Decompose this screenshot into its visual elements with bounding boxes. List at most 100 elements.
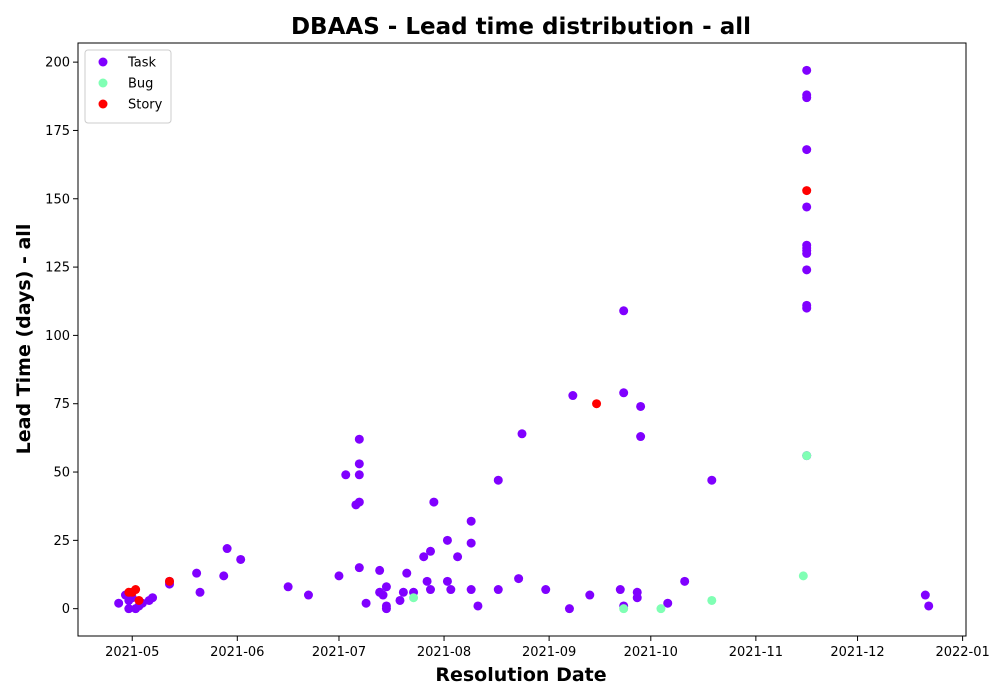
bug-point [707, 595, 717, 605]
task-point [429, 497, 439, 507]
task-point [802, 145, 812, 155]
task-point [381, 604, 391, 614]
story-point [134, 595, 144, 605]
task-point [192, 568, 202, 578]
task-point [361, 598, 371, 608]
bug-point [409, 593, 419, 603]
task-point [381, 582, 391, 592]
task-point [466, 585, 476, 595]
x-tick-label: 2021-12 [830, 645, 884, 660]
bug-point [656, 604, 666, 614]
task-point [615, 585, 625, 595]
y-tick-label: 125 [45, 261, 70, 276]
task-point [446, 585, 456, 595]
task-point [514, 574, 524, 584]
task-point [802, 248, 812, 258]
y-tick-label: 150 [45, 192, 70, 207]
y-tick-label: 100 [45, 329, 70, 344]
task-point [619, 388, 629, 398]
x-axis-label: Resolution Date [435, 664, 606, 686]
task-point [422, 576, 432, 586]
task-point [222, 544, 232, 554]
legend-marker-story [98, 99, 108, 109]
task-point [303, 590, 313, 600]
x-tick-label: 2021-06 [210, 645, 264, 660]
task-point [442, 576, 452, 586]
task-point [680, 576, 690, 586]
task-point [466, 516, 476, 526]
task-point [453, 552, 463, 562]
task-point [283, 582, 293, 592]
task-point [402, 568, 412, 578]
task-point [920, 590, 930, 600]
task-point [802, 202, 812, 212]
story-point [131, 585, 141, 595]
task-point [802, 93, 812, 103]
task-point [334, 571, 344, 581]
task-point [568, 391, 578, 401]
bug-point [798, 571, 808, 581]
x-tick-label: 2021-11 [729, 645, 783, 660]
task-point [398, 587, 408, 597]
y-axis-label: Lead Time (days) - all [13, 224, 35, 455]
story-point [592, 399, 602, 409]
task-point [395, 595, 405, 605]
x-tick-label: 2021-05 [105, 645, 159, 660]
task-point [619, 306, 629, 316]
task-point [114, 598, 124, 608]
x-tick-label: 2022-01 [935, 645, 989, 660]
chart-title: DBAAS - Lead time distribution - all [291, 14, 751, 40]
task-point [354, 563, 364, 573]
task-point [541, 585, 551, 595]
task-point [802, 265, 812, 275]
task-point [354, 470, 364, 480]
legend-marker-bug [98, 78, 108, 88]
task-point [564, 604, 574, 614]
task-point [493, 585, 503, 595]
y-tick-label: 0 [62, 602, 70, 617]
legend-marker-task [98, 57, 108, 67]
task-point [341, 470, 351, 480]
data-points [114, 65, 934, 614]
task-point [636, 432, 646, 442]
plot-frame [77, 42, 967, 637]
legend-label-story: Story [128, 98, 163, 113]
legend-label-bug: Bug [128, 77, 153, 92]
x-tick-label: 2021-09 [522, 645, 576, 660]
task-point [707, 475, 717, 485]
y-tick-label: 175 [45, 124, 70, 139]
task-point [354, 497, 364, 507]
task-point [802, 65, 812, 75]
legend-label-task: Task [127, 56, 157, 71]
y-tick-label: 25 [53, 534, 70, 549]
task-point [802, 303, 812, 313]
x-tick-label: 2021-08 [417, 645, 471, 660]
task-point [632, 593, 642, 603]
task-point [354, 434, 364, 444]
task-point [375, 565, 385, 575]
task-point [493, 475, 503, 485]
story-point [802, 186, 812, 196]
task-point [924, 601, 934, 611]
task-point [419, 552, 429, 562]
task-point [219, 571, 229, 581]
story-point [165, 576, 175, 586]
bug-point [802, 451, 812, 461]
task-point [442, 535, 452, 545]
task-point [425, 585, 435, 595]
task-point [636, 401, 646, 411]
task-point [466, 538, 476, 548]
y-tick-label: 75 [53, 397, 70, 412]
bug-point [619, 604, 629, 614]
task-point [124, 604, 134, 614]
y-tick-label: 200 [45, 56, 70, 71]
task-point [473, 601, 483, 611]
y-axis: 0 25 50 75 100 125 150 175 200 [45, 56, 78, 617]
y-tick-label: 50 [53, 466, 70, 481]
task-point [517, 429, 527, 439]
task-point [585, 590, 595, 600]
x-tick-label: 2021-07 [312, 645, 366, 660]
legend: Task Bug Story [84, 49, 172, 124]
x-tick-label: 2021-10 [624, 645, 678, 660]
